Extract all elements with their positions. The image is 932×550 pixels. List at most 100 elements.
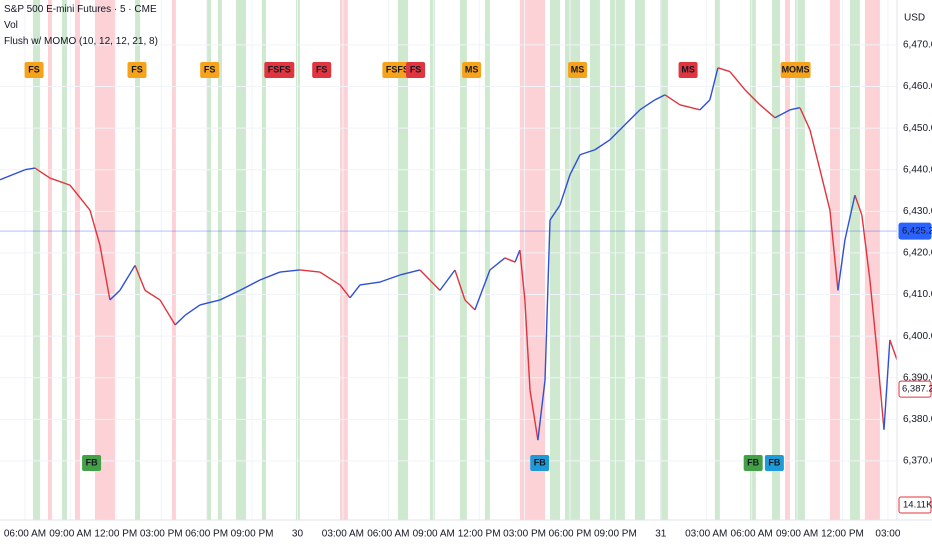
price-segment [379, 274, 401, 283]
price-segment [664, 94, 681, 106]
price-segment [0, 169, 26, 181]
x-tick-label: 30 [292, 529, 304, 540]
signal-marker [264, 62, 295, 78]
price-segment [49, 177, 71, 186]
price-segment [709, 67, 719, 101]
price-segment [419, 269, 441, 291]
price-segment [504, 257, 516, 263]
price-segment [579, 149, 596, 156]
signal-marker [764, 455, 784, 471]
signal-band [135, 0, 141, 520]
signal-marker-label: MS [571, 64, 585, 74]
signal-marker [127, 62, 147, 78]
signal-band [609, 0, 625, 520]
x-tick-label: 12:00 PM [94, 529, 137, 540]
y-tick-label: 6,420.00 [903, 248, 932, 259]
price-segment [883, 339, 891, 430]
y-tick-label: 6,400.00 [903, 331, 932, 342]
price-segment [474, 269, 491, 311]
price-segment [744, 89, 761, 106]
price-segment [239, 279, 261, 291]
x-tick-label: 06:00 AM [367, 529, 409, 540]
signal-marker [406, 62, 426, 78]
signal-marker-label: FS [204, 64, 216, 74]
chart-title: S&P 500 E-mini Futures · 5 · CME [4, 4, 157, 15]
signal-band [771, 0, 780, 520]
signal-band [589, 0, 600, 520]
signal-marker-label: MOMS [782, 64, 810, 74]
signal-band [429, 0, 435, 520]
price-segment [349, 284, 361, 299]
signal-band [74, 0, 80, 520]
price-segment [524, 299, 531, 391]
price-segment [299, 269, 320, 273]
x-tick-label: 09:00 AM [776, 529, 818, 540]
signal-marker [200, 62, 220, 78]
signal-marker [312, 62, 332, 78]
signal-band [714, 0, 720, 520]
price-segment [609, 124, 626, 141]
price-segment [594, 139, 611, 151]
signal-band [398, 0, 409, 520]
indicator-title: Flush w/ MOMO (10, 12, 12, 21, 8) [4, 36, 158, 47]
price-label-box [898, 222, 932, 240]
price-label: 6,425.25 [902, 226, 932, 237]
signal-marker-label: MS [681, 64, 695, 74]
grid [0, 0, 897, 520]
price-segment [789, 107, 801, 111]
x-tick-label: 06:00 AM [4, 529, 46, 540]
price-segment [876, 349, 885, 430]
x-tick-label: 09:00 AM [413, 529, 455, 540]
signal-band [550, 0, 561, 520]
price-segment [464, 299, 476, 311]
signal-marker-label: FS [316, 64, 328, 74]
volume-label-box [898, 496, 932, 514]
x-tick-label: 03:00 AM [685, 529, 727, 540]
price-segment [819, 169, 831, 211]
price-segment [399, 269, 421, 276]
price-segment [489, 257, 506, 271]
signal-band [634, 0, 645, 520]
signal-band [484, 0, 490, 520]
signal-band [236, 0, 247, 520]
price-segment [519, 249, 526, 301]
y-tick-label: 6,380.00 [903, 414, 932, 425]
x-tick-label: 12:00 PM [458, 529, 501, 540]
y-tick-label: 6,370.00 [903, 456, 932, 467]
x-tick-label: 03:00 [875, 529, 900, 540]
signal-marker-label: FS [410, 64, 422, 74]
price-segment [854, 194, 863, 216]
signal-marker-label: FB [768, 457, 780, 467]
price-segment [559, 174, 571, 206]
signal-band [849, 0, 860, 520]
x-tick-label: 12:00 PM [821, 529, 864, 540]
signal-band [206, 0, 212, 520]
signal-marker [382, 62, 413, 78]
x-tick-label: 03:00 AM [322, 529, 364, 540]
volume-label: 14.11K [903, 500, 932, 511]
price-segment [219, 289, 241, 301]
price-segment [829, 210, 839, 291]
signal-marker [780, 62, 811, 78]
price-segment [799, 107, 811, 131]
price-segment [144, 289, 161, 301]
x-tick-label: 09:00 PM [594, 529, 637, 540]
signal-marker [24, 62, 44, 78]
signal-band [459, 0, 467, 520]
signal-marker-label: MS [465, 64, 479, 74]
signal-marker [678, 62, 698, 78]
signal-band [659, 0, 668, 520]
signal-band [749, 0, 756, 520]
price-segment [109, 289, 121, 301]
price-segment [654, 94, 666, 101]
signal-band [47, 0, 52, 520]
signal-band [171, 0, 176, 520]
x-tick-label: 09:00 AM [49, 529, 91, 540]
signal-marker-label: FSFS [268, 64, 291, 74]
signal-marker-label: FB [86, 457, 98, 467]
y-tick-label: 6,390.00 [903, 372, 932, 383]
price-segment [569, 154, 581, 176]
x-tick-label: 06:00 PM [185, 529, 228, 540]
x-tick-label: 31 [655, 529, 667, 540]
